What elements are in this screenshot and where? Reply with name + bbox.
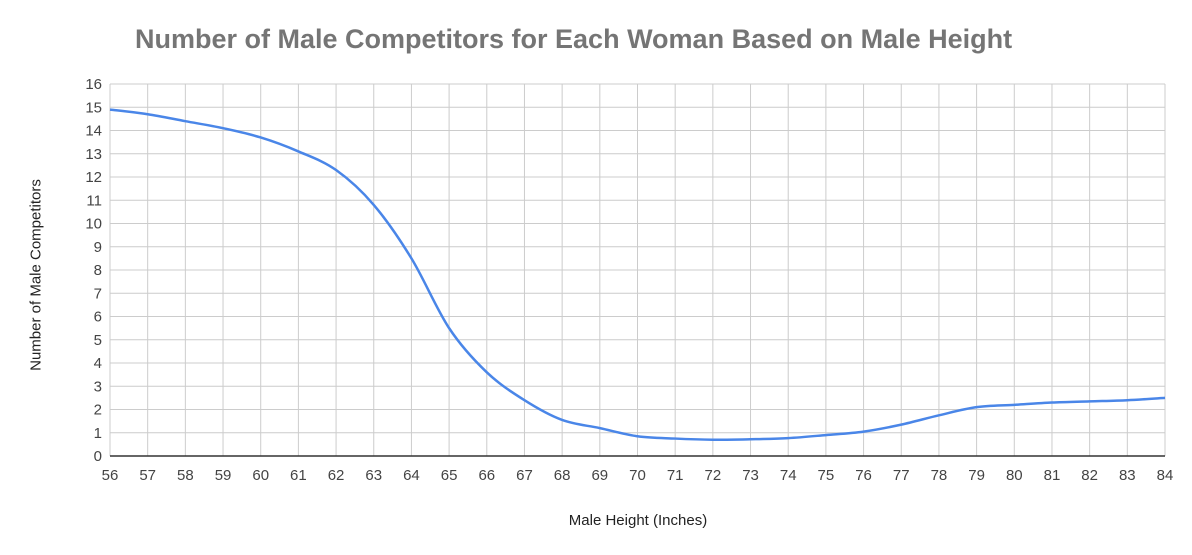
x-axis-label: Male Height (Inches) xyxy=(568,512,708,529)
x-tick-label: 58 xyxy=(177,467,194,484)
series-line xyxy=(109,108,1166,441)
y-tick-label: 10 xyxy=(85,216,102,233)
x-tick-label: 60 xyxy=(252,467,269,484)
y-tick-label: 14 xyxy=(85,123,102,140)
x-tick-label: 68 xyxy=(554,467,571,484)
y-tick-label: 0 xyxy=(94,448,102,465)
y-tick-label: 12 xyxy=(85,169,102,186)
x-tick-label: 84 xyxy=(1157,467,1174,484)
x-tick-label: 69 xyxy=(591,467,608,484)
y-tick-label: 6 xyxy=(94,309,102,326)
x-tick-label: 81 xyxy=(1044,467,1061,484)
y-tick-label: 16 xyxy=(85,76,102,93)
x-tick-label: 70 xyxy=(629,467,646,484)
x-tick-label: 66 xyxy=(478,467,495,484)
y-tick-label: 11 xyxy=(86,192,102,209)
y-tick-label: 3 xyxy=(94,378,102,395)
x-tick-label: 59 xyxy=(215,467,232,484)
x-tick-label: 82 xyxy=(1081,467,1098,484)
y-tick-label: 15 xyxy=(85,99,102,116)
x-tick-label: 74 xyxy=(780,467,797,484)
x-tick-label: 64 xyxy=(403,467,420,484)
gridlines xyxy=(109,83,1166,457)
x-tick-label: 77 xyxy=(893,467,910,484)
y-tick-label: 8 xyxy=(94,262,102,279)
x-tick-label: 61 xyxy=(290,467,307,484)
x-tick-label: 76 xyxy=(855,467,872,484)
series-group xyxy=(109,108,1166,441)
x-tick-label: 57 xyxy=(139,467,156,484)
x-tick-label: 80 xyxy=(1006,467,1023,484)
y-tick-label: 1 xyxy=(94,425,102,442)
x-tick-label: 72 xyxy=(705,467,722,484)
y-tick-label: 7 xyxy=(94,285,102,302)
y-tick-label: 13 xyxy=(85,146,102,163)
x-tick-label: 71 xyxy=(667,467,684,484)
x-tick-label: 73 xyxy=(742,467,759,484)
y-tick-label: 2 xyxy=(94,402,102,419)
chart-title: Number of Male Competitors for Each Woma… xyxy=(135,24,1013,54)
x-tick-label: 62 xyxy=(328,467,345,484)
y-tick-label: 9 xyxy=(94,239,102,256)
y-tick-label: 5 xyxy=(94,332,102,349)
x-tick-labels: 56 57 58 59 60 61 62 63 64 65 66 67 68 69 70 71 72 73 74 75… xyxy=(102,467,1174,484)
x-tick-label: 83 xyxy=(1119,467,1136,484)
x-tick-label: 56 xyxy=(102,467,119,484)
x-tick-label: 65 xyxy=(441,467,458,484)
x-tick-label: 78 xyxy=(931,467,948,484)
x-tick-label: 75 xyxy=(818,467,835,484)
x-tick-label: 79 xyxy=(968,467,985,484)
y-tick-label: 4 xyxy=(94,355,102,372)
x-tick-label: 63 xyxy=(365,467,382,484)
x-tick-label: 67 xyxy=(516,467,533,484)
